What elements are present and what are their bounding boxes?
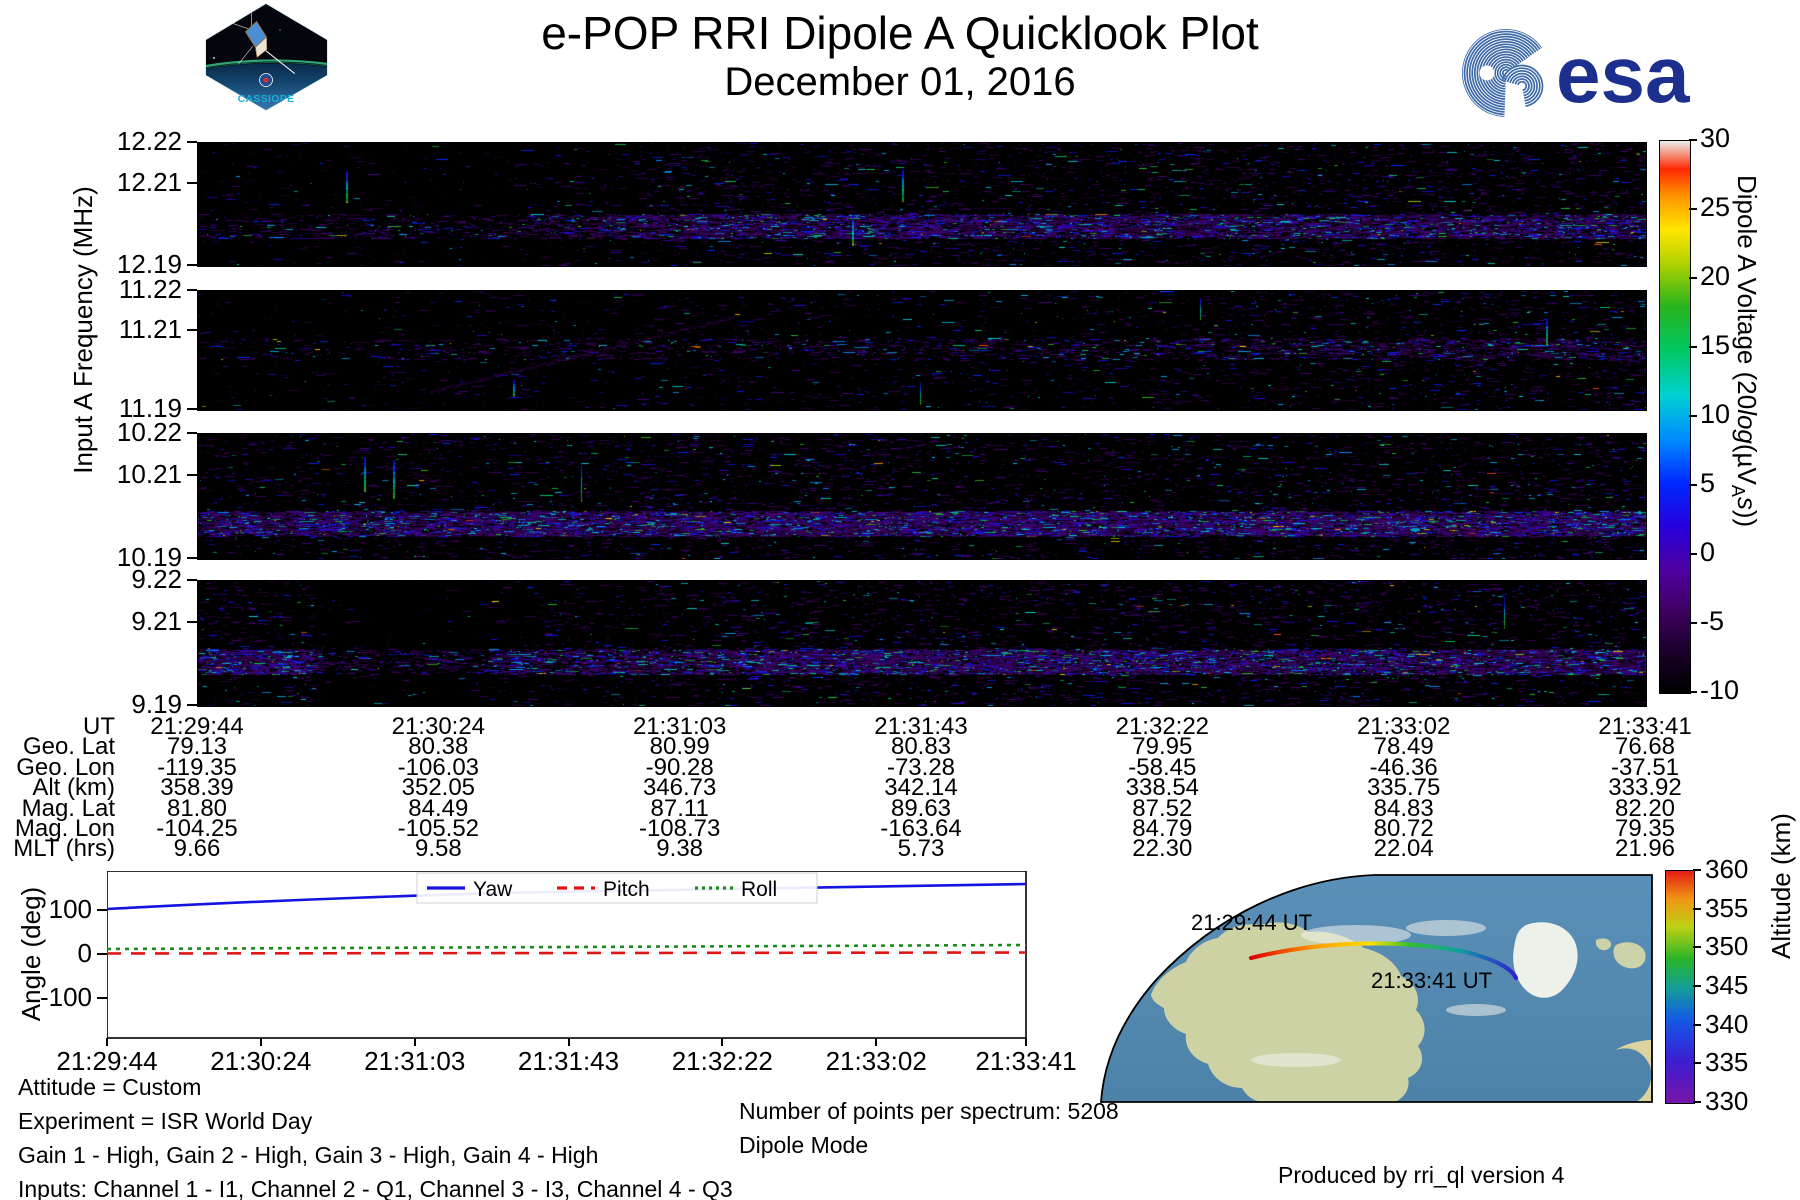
svg-text:21:33:41 UT: 21:33:41 UT bbox=[1371, 968, 1492, 993]
svg-text:esa: esa bbox=[1556, 30, 1690, 118]
svg-text:21:29:44 UT: 21:29:44 UT bbox=[1191, 910, 1312, 935]
svg-text:Yaw: Yaw bbox=[473, 878, 513, 901]
svg-text:CASSIOPE: CASSIOPE bbox=[238, 93, 295, 105]
svg-text:Roll: Roll bbox=[741, 878, 777, 901]
svg-text:Pitch: Pitch bbox=[603, 878, 650, 901]
